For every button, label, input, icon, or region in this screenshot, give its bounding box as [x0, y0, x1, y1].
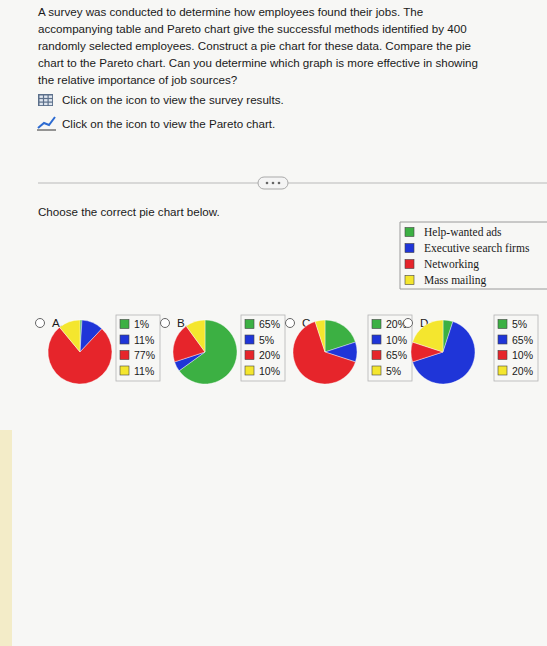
- question-line: the relative importance of job sources?: [38, 73, 238, 86]
- key-border: [400, 289, 547, 290]
- pie-legend-swatch: [498, 335, 507, 344]
- pie: [48, 320, 112, 384]
- pie-legend-swatch: [120, 366, 129, 375]
- option-radio[interactable]: [404, 319, 413, 328]
- pie: [293, 320, 357, 384]
- pie-legend-label: 5%: [259, 334, 274, 346]
- background: [0, 0, 547, 646]
- pie-slice: [315, 320, 325, 352]
- pie-legend-label: 10%: [259, 365, 280, 377]
- key-label: Executive search firms: [424, 242, 530, 254]
- pie-legend-box: [241, 315, 285, 381]
- pie: [173, 320, 237, 384]
- table-cell-icon[interactable]: [44, 96, 47, 98]
- pie-legend-swatch: [120, 320, 129, 329]
- table-cell-icon[interactable]: [40, 99, 43, 101]
- pie-legend-label: 20%: [259, 349, 280, 361]
- key-swatch: [405, 276, 414, 285]
- pie: [411, 320, 475, 384]
- chart-icon-line[interactable]: [38, 117, 55, 128]
- pie-legend-swatch: [372, 335, 381, 344]
- table-cell-icon[interactable]: [44, 103, 47, 105]
- pie-legend-label: 10%: [386, 334, 407, 346]
- table-cell-icon[interactable]: [40, 103, 43, 105]
- pie-slice: [186, 320, 205, 352]
- table-icon[interactable]: [38, 94, 53, 106]
- pie-legend-box: [494, 315, 538, 381]
- expand-dot[interactable]: [272, 182, 275, 185]
- separator: [38, 183, 547, 184]
- expand-button[interactable]: [258, 177, 288, 189]
- pie-legend-swatch: [498, 351, 507, 360]
- key-border: [400, 222, 547, 223]
- link-icon[interactable]: [38, 94, 53, 106]
- pie-legend-swatch: [245, 366, 254, 375]
- pie-legend-label: 65%: [259, 318, 280, 330]
- pie-legend-label: 77%: [134, 349, 155, 361]
- table-cell-icon[interactable]: [44, 99, 47, 101]
- key-label: Networking: [424, 258, 479, 271]
- pie-legend-box: [116, 315, 160, 381]
- chart-icon-axis[interactable]: [37, 130, 56, 131]
- side-strip: [0, 430, 12, 646]
- pie-legend-label: 5%: [512, 318, 527, 330]
- key-swatch: [405, 228, 414, 237]
- question-line: accompanying table and Pareto chart give…: [38, 22, 467, 35]
- pie-legend-swatch: [120, 351, 129, 360]
- pie-legend-swatch: [245, 335, 254, 344]
- link-text[interactable]: Click on the icon to view the survey res…: [62, 93, 284, 106]
- option-radio[interactable]: [286, 319, 295, 328]
- pie-legend-label: 65%: [512, 334, 533, 346]
- pie-legend-swatch: [498, 320, 507, 329]
- pie-slice: [413, 320, 443, 352]
- key-swatch: [405, 260, 414, 269]
- question-line: A survey was conducted to determine how …: [38, 5, 423, 18]
- expand-dot[interactable]: [278, 182, 281, 185]
- pie-legend-swatch: [372, 351, 381, 360]
- table-cell-icon[interactable]: [40, 96, 43, 98]
- pie-legend-swatch: [245, 320, 254, 329]
- pie-legend-swatch: [372, 320, 381, 329]
- page: A survey was conducted to determine how …: [0, 0, 547, 646]
- pie-slice: [60, 320, 80, 352]
- pie-legend-swatch: [245, 351, 254, 360]
- option-radio[interactable]: [36, 319, 45, 328]
- pie-legend-label: 1%: [134, 318, 149, 330]
- key-label: Help-wanted ads: [424, 226, 502, 239]
- prompt: Choose the correct pie chart below.: [38, 205, 220, 218]
- pie-legend-swatch: [372, 366, 381, 375]
- link-text[interactable]: Click on the icon to view the Pareto cha…: [62, 117, 275, 130]
- pie-legend-box: [368, 315, 412, 381]
- pie-legend-swatch: [120, 335, 129, 344]
- pie-legend-label: 65%: [386, 349, 407, 361]
- key-border: [400, 222, 401, 289]
- link-icon[interactable]: [37, 117, 56, 130]
- table-cell-icon[interactable]: [49, 99, 52, 101]
- pie-legend-label: 5%: [386, 365, 401, 377]
- question-line: chart to the Pareto chart. Can you deter…: [38, 56, 478, 69]
- option-radio[interactable]: [161, 319, 170, 328]
- pie-legend-label: 11%: [134, 334, 154, 346]
- key-label: Mass mailing: [424, 274, 487, 287]
- table-cell-icon[interactable]: [49, 103, 52, 105]
- pie-legend-label: 20%: [512, 365, 533, 377]
- pie-legend-label: 10%: [512, 349, 533, 361]
- expand-dot[interactable]: [266, 182, 269, 185]
- key-swatch: [405, 244, 414, 253]
- question-line: randomly selected employees. Construct a…: [38, 39, 471, 52]
- pie-legend-swatch: [498, 366, 507, 375]
- pie-legend-label: 11%: [134, 365, 154, 377]
- table-cell-icon[interactable]: [49, 96, 52, 98]
